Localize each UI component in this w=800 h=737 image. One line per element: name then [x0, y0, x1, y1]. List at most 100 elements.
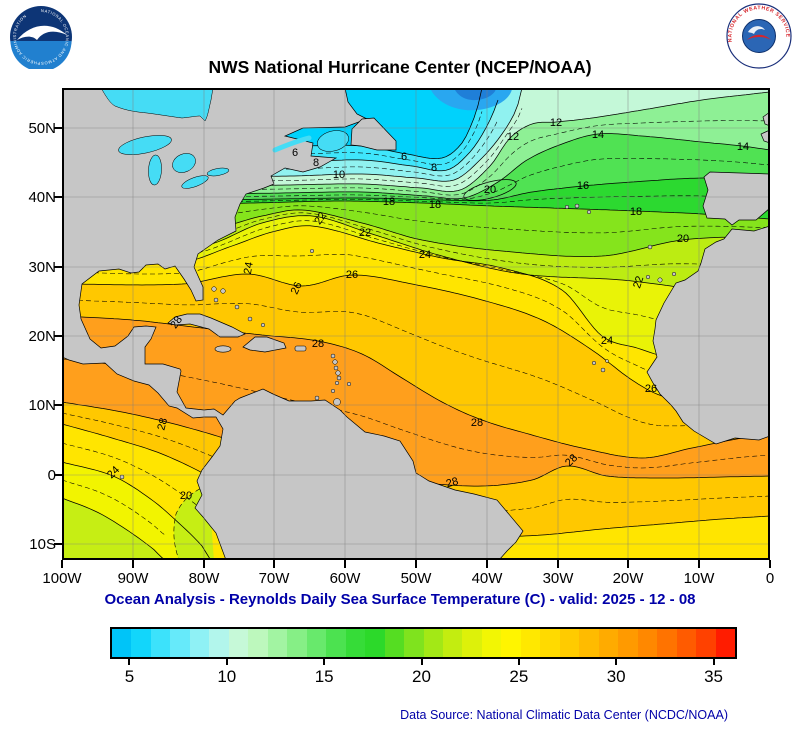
contour-label-24: 24 [419, 249, 431, 261]
lon-label-40W: 40W [471, 570, 503, 587]
colorbar-segment [404, 629, 424, 657]
land-france [760, 129, 770, 144]
colorbar-segment [170, 629, 190, 657]
contour-label-8: 8 [431, 162, 437, 174]
colorbar-label-15: 15 [314, 667, 334, 686]
contour-label-20: 20 [180, 490, 192, 502]
lon-tick [769, 560, 771, 568]
colorbar-label-20: 20 [412, 667, 431, 686]
contour-label-14: 14 [737, 141, 749, 153]
lon-label-20W: 20W [612, 570, 644, 587]
island [260, 322, 266, 328]
island [336, 375, 342, 381]
lon-label-50W: 50W [400, 570, 432, 587]
island [346, 381, 352, 387]
contour-label-18: 18 [429, 199, 441, 211]
colorbar-segment [618, 629, 638, 657]
island [645, 274, 651, 280]
sst-band [62, 209, 770, 296]
island [657, 277, 663, 283]
contour-label-22: 22 [359, 227, 371, 239]
coldest-patch [454, 88, 496, 101]
lon-label-60W: 60W [329, 570, 361, 587]
noaa-logo-sea [10, 41, 72, 69]
sst-band [62, 88, 770, 192]
colorbar-segment [150, 629, 171, 657]
lon-tick [698, 560, 700, 568]
island [586, 209, 592, 215]
lon-label-10W: 10W [683, 570, 715, 587]
colorbar-segment [579, 629, 599, 657]
nws-bird-icon [747, 34, 771, 40]
contour-label-24: 24 [601, 335, 613, 347]
lat-tick [54, 404, 62, 406]
contour-label-16: 16 [577, 180, 589, 192]
land-iberia [702, 171, 770, 226]
colorbar-segment [598, 629, 619, 657]
island [220, 288, 226, 294]
lon-tick [273, 560, 275, 568]
colorbar-segment [462, 629, 482, 657]
lat-label-30N: 30N [28, 259, 56, 276]
island [309, 248, 315, 254]
colorbar-tick [712, 659, 715, 665]
lon-tick [415, 560, 417, 568]
contour-label-26: 26 [289, 280, 305, 296]
colorbar-segment [131, 629, 151, 657]
nws-continent-shape [748, 26, 765, 34]
lat-lon-grid [62, 88, 770, 560]
sst-band [62, 178, 770, 219]
colorbar-segment [209, 629, 229, 657]
colorbar-segment [442, 629, 463, 657]
colorbar-segment [696, 629, 716, 657]
island [330, 353, 336, 359]
land-americas [62, 88, 524, 560]
page-title: NWS National Hurricane Center (NCEP/NOAA… [208, 57, 592, 77]
colorbar-segment [365, 629, 385, 657]
colorbar-segment [112, 629, 132, 657]
contour-label-12: 12 [507, 131, 519, 143]
contour-label-10: 10 [333, 169, 345, 181]
lat-label-20N: 20N [28, 328, 56, 345]
lon-tick [61, 560, 63, 568]
land-jamaica [214, 345, 232, 353]
colorbar-label-30: 30 [606, 667, 626, 686]
colorbar-segment [715, 629, 735, 657]
lat-tick [54, 266, 62, 268]
contour-label-28: 28 [155, 417, 170, 432]
latitude-axis: 50N 40N 30N 20N 10N 0 10S [8, 88, 62, 560]
island [591, 360, 597, 366]
lake-huron [172, 153, 196, 173]
colorbar-tick [225, 659, 228, 665]
contour-label-12: 12 [550, 117, 562, 129]
sst-band [62, 225, 770, 410]
island [119, 474, 125, 480]
island [605, 359, 609, 363]
colorbar-segment [345, 629, 366, 657]
colorbar-segment [637, 629, 658, 657]
colorbar-segment [520, 629, 541, 657]
colorbar-label-5: 5 [124, 667, 135, 686]
contour-label-18: 18 [383, 196, 395, 208]
lon-tick [557, 560, 559, 568]
island [333, 398, 341, 406]
colorbar-tick [128, 659, 131, 665]
contour-label-22: 22 [312, 210, 329, 227]
lat-label-50N: 50N [28, 120, 56, 137]
sst-band [62, 92, 770, 199]
lake-ontario [206, 167, 230, 177]
colorbar-tick [517, 659, 520, 665]
contour-label-28: 28 [471, 417, 483, 429]
nws-logo: NATIONAL WEATHER SERVICE [726, 3, 792, 69]
sst-band [62, 402, 770, 537]
isotherm-intermediate [62, 479, 167, 536]
colorbar-label-35: 35 [704, 667, 723, 686]
lon-label-0: 0 [765, 570, 775, 587]
lon-tick [627, 560, 629, 568]
contour-label-20: 20 [677, 233, 689, 245]
small-islands [119, 203, 677, 480]
lon-label-100W: 100W [42, 570, 82, 587]
pacific-cold-tongue-contour [173, 484, 208, 560]
lon-label-90W: 90W [117, 570, 149, 587]
